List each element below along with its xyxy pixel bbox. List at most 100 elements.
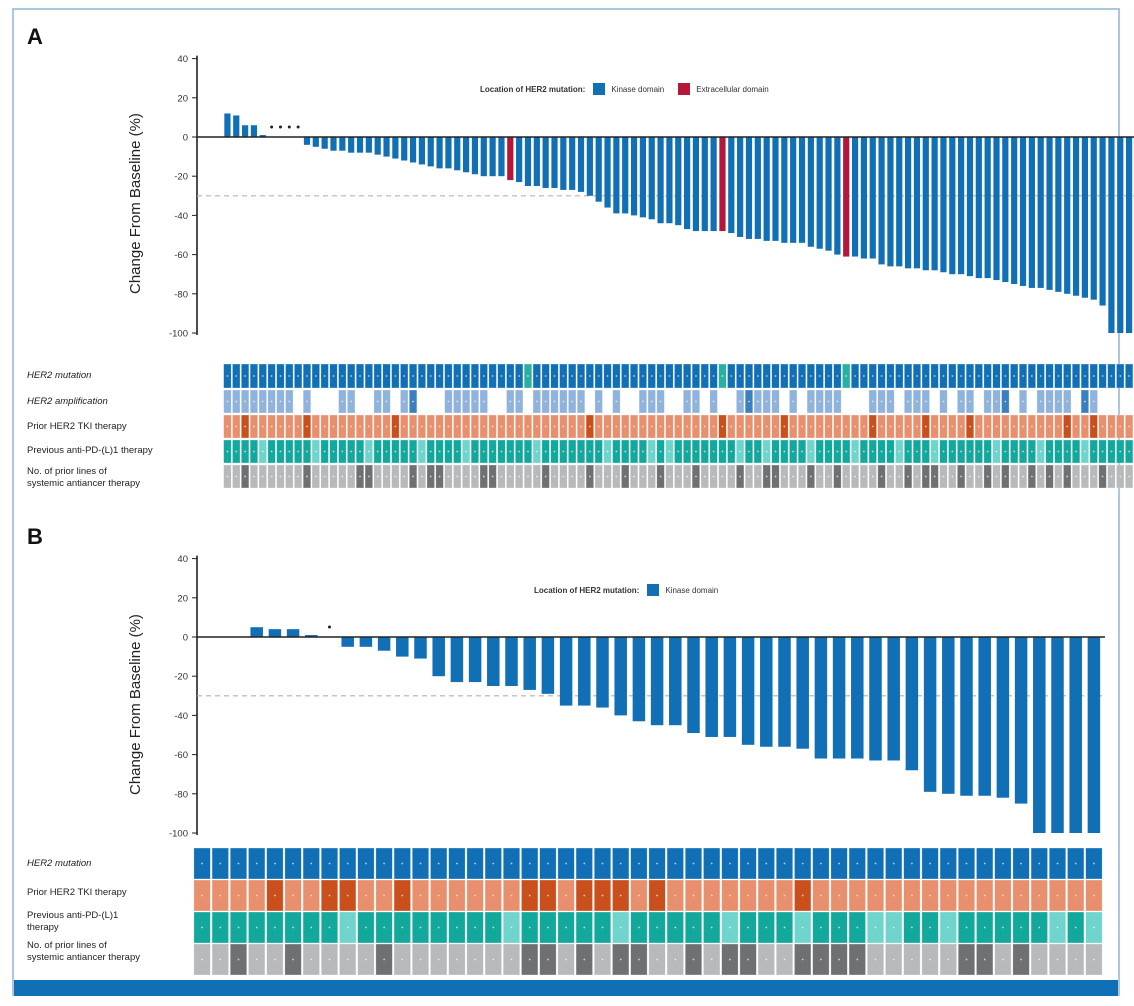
annotation-cell-mark [1074,926,1077,929]
annotation-cell-mark [518,475,521,478]
annotation-cell-mark [1074,894,1077,897]
annotation-cell-mark [871,400,874,403]
asterisk-marker [270,125,274,129]
annotation-cell-mark [1119,475,1122,478]
annotation-cell-mark [429,450,432,453]
annotation-cell-mark [695,425,697,428]
annotation-cell-mark [907,375,909,377]
annotation-cell-mark [597,400,600,403]
annotation-cell-mark [774,475,777,478]
annotation-cell-mark [1004,375,1007,377]
annotation-cell-mark [739,475,742,478]
annotation-cell-mark [565,926,567,929]
bar-kinase [878,137,885,265]
annotation-cell-mark [403,425,406,428]
bar-kinase [559,637,573,706]
annotation-cell-mark [739,400,742,403]
y-tick-label: -60 [174,750,188,761]
bar-kinase [825,137,832,251]
bar-kinase [524,137,532,186]
annotation-cell-mark [892,958,895,961]
annotation-cell-mark [836,475,839,478]
annotation-cell-mark [421,425,423,428]
annotation-cell-mark [712,475,715,478]
annotation-cell-mark [437,862,440,865]
bar-kinase [595,137,602,202]
annotation-cell-mark [783,425,786,428]
annotation-cell-mark [924,475,927,478]
annotation-cell-mark [916,400,918,403]
annotation-cell-mark [376,450,379,453]
annotation-cell-mark [601,862,604,865]
annotation-cell-mark [650,400,653,403]
annotation-cell-mark [1092,400,1095,403]
annotation-cell-mark [965,894,968,897]
annotation-cell-mark [535,400,538,403]
annotation-cell-mark [401,958,404,961]
legend-label-extracellular: Extracellular domain [696,84,769,94]
annotation-cell-mark [394,425,397,428]
annotation-cell-mark [748,400,750,403]
annotation-cell-mark [535,475,538,478]
annotation-cell-mark [942,425,945,428]
bar-kinase [516,137,523,183]
row-label-b-lines-2: systemic antiancer therapy [27,952,140,963]
annotation-cell-mark [947,862,950,865]
annotation-cell-mark [965,926,968,929]
annotation-cell-mark [809,400,812,403]
annotation-cell-mark [270,475,273,478]
annotation-cell-mark [827,375,830,377]
annotation-cell-mark [642,375,644,377]
annotation-cell-mark [341,475,344,478]
bar-kinase [760,637,773,747]
annotation-cell-mark [571,375,574,377]
annotation-cell-mark [528,862,531,865]
annotation-cell-mark [456,862,458,865]
annotation-cell-mark [401,894,404,897]
annotation-cell-mark [332,475,335,478]
row-label-b-lines-1: No. of prior lines of [27,940,107,951]
annotation-cell-mark [907,400,909,403]
annotation-cell-mark [951,475,954,478]
annotation-cell-mark [383,926,385,929]
annotation-cell-mark [916,375,918,377]
annotation-cell-mark [528,894,531,897]
bar-kinase [741,637,755,745]
row-label-a-amplification: HER2 amplification [27,396,108,407]
annotation-cell-mark [1066,475,1069,478]
annotation-cell-mark [323,375,326,377]
bar-kinase [418,137,425,165]
annotation-cell-mark [730,375,733,377]
annotation-cell-mark [977,425,980,428]
annotation-cell-mark [376,425,379,428]
bar-kinase [905,137,912,269]
annotation-cell-mark [588,375,591,377]
bar-kinase [754,137,761,239]
bar-kinase [923,637,937,792]
annotation-cell-mark [1119,450,1122,453]
annotation-cell-mark [783,475,786,478]
annotation-cell-mark [1022,475,1024,478]
bar-kinase [650,637,664,726]
annotation-cell-mark [947,958,950,961]
annotation-cell-mark [510,958,513,961]
annotation-cell-mark [986,425,989,428]
annotation-cell-mark [1048,425,1051,428]
annotation-cell-mark [306,425,308,428]
annotation-cell-mark [969,425,971,428]
annotation-cell-mark [412,375,414,377]
bar-kinase [596,637,609,708]
annotation-cell-mark [365,862,367,865]
annotation-cell-mark [650,475,653,478]
bar-kinase [1051,637,1064,833]
annotation-cell-mark [977,375,980,377]
annotation-cell-mark [809,375,812,377]
annotation-cell-mark [518,425,521,428]
annotation-cell-mark [201,862,204,865]
panel-label-a: A [27,24,43,49]
annotation-cell-mark [474,926,476,929]
legend-b: Location of HER2 mutation: Kinase domain [534,584,732,596]
annotation-cell-mark [960,400,963,403]
annotation-cell-mark [328,894,331,897]
bar-extracellular [507,137,514,181]
